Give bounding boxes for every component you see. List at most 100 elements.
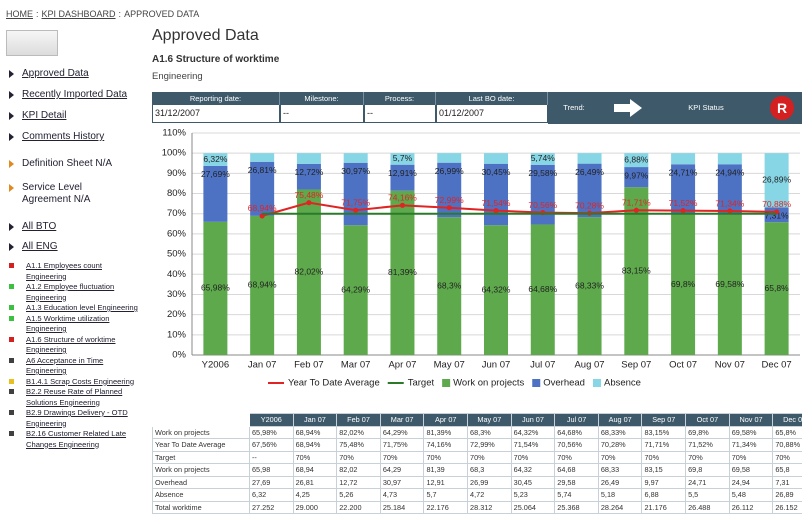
logo[interactable] (6, 30, 58, 56)
bar-segment (390, 164, 415, 191)
nav-link[interactable]: All BTO (6, 221, 144, 233)
cell: 6,88 (641, 488, 687, 502)
cell: 70% (510, 450, 556, 464)
column-header: Y2006 (249, 413, 294, 427)
info-label: Reporting date: (152, 92, 280, 105)
bar-segment (577, 153, 602, 164)
breadcrumb-item[interactable]: KPI DASHBOARD (41, 9, 116, 19)
line-data-label: 70,88% (762, 199, 791, 209)
y-tick-label: 100% (162, 148, 187, 159)
cell: 7,31 (772, 475, 802, 489)
bar-segment (764, 153, 789, 208)
cell: 69,58% (728, 425, 774, 439)
kpi-link[interactable]: A1.5 Worktime utilization Engineering (6, 314, 144, 335)
kpi-status: R (770, 96, 794, 120)
nav-marker (9, 91, 14, 99)
nav-link[interactable]: Comments History (6, 131, 144, 143)
cell: -- (249, 450, 294, 464)
kpi-link[interactable]: A1.6 Structure of worktime Engineering (6, 335, 144, 356)
legend-swatch (532, 379, 541, 387)
line-data-label: 74,16% (388, 193, 417, 203)
y-tick-label: 80% (167, 188, 187, 199)
bar-segment (577, 217, 602, 355)
cell: 70% (554, 450, 599, 464)
kpi-link[interactable]: A1.1 Employees count Engineering (6, 261, 144, 282)
data-label: 64,32% (482, 284, 511, 294)
cell: 26,81 (292, 475, 338, 489)
data-label: 6,32% (203, 154, 228, 164)
nav-link[interactable]: All ENG (6, 241, 144, 253)
kpi-status-square (9, 378, 14, 384)
nav-link[interactable]: Recently Imported Data (6, 89, 144, 101)
cell: 70% (685, 450, 730, 464)
legend-swatch (442, 379, 451, 387)
cell: 70% (423, 450, 469, 464)
info-field: Reporting date: 31/12/2007 (152, 92, 280, 124)
nav-link[interactable]: Definition Sheet N/A (6, 158, 144, 170)
info-field: Process: -- (364, 92, 436, 124)
cell: 68,94% (292, 438, 338, 452)
cell: 6,32 (249, 488, 294, 502)
kpi-status-label: KPI Status (656, 92, 756, 124)
data-label: 83,15% (622, 265, 651, 275)
breadcrumb: HOME: KPI DASHBOARD: APPROVED DATA (6, 9, 199, 19)
x-tick-label: Jul 07 (530, 360, 555, 371)
bar-segment (296, 163, 321, 190)
bar-segment (484, 153, 508, 164)
kpi-link[interactable]: B2.2 Reuse Rate of Planned Solutions Eng… (6, 387, 144, 408)
x-tick-label: May 07 (434, 360, 465, 371)
nav-link[interactable]: Service Level Agreement N/A (6, 182, 132, 206)
cell: 28.264 (597, 500, 643, 514)
cell: 71,71% (641, 438, 687, 452)
nav-text: Service Level Agreement N/A (22, 182, 91, 205)
data-label: 27,69% (201, 169, 230, 179)
data-label: 12,91% (388, 168, 417, 178)
cell: 74,16% (423, 438, 469, 452)
data-label: 26,89% (762, 175, 791, 185)
kpi-link[interactable]: A1.3 Education level Engineering (6, 303, 144, 314)
bar-segment (203, 153, 228, 166)
column-header: Sep 07 (641, 413, 687, 427)
x-tick-label: Nov 07 (715, 360, 745, 371)
table-corner (152, 413, 250, 427)
line-data-label: 70,28% (575, 200, 604, 210)
nav-text: KPI Detail (22, 110, 67, 121)
bar-segment (250, 153, 275, 162)
data-label: 65,8% (765, 283, 790, 293)
trend-box (600, 92, 656, 124)
kpi-link[interactable]: B2.16 Customer Related Late Changes Engi… (6, 429, 144, 450)
kpi-link[interactable]: A1.2 Employee fluctuation Engineering (6, 282, 144, 303)
line-data-label: 71,52% (669, 198, 698, 208)
cell: 21.176 (641, 500, 687, 514)
cell: 64,68 (554, 463, 599, 477)
y-tick-label: 110% (162, 128, 186, 139)
legend-label: Absence (604, 378, 641, 389)
cell: 5,5 (685, 488, 730, 502)
cell: 72,99% (467, 438, 512, 452)
cell: 25.064 (510, 500, 556, 514)
cell: 29,58 (554, 475, 599, 489)
nav-marker (9, 112, 14, 120)
cell: 70,88% (772, 438, 802, 452)
kpi-link[interactable]: A6 Acceptance in Time Engineering (6, 356, 144, 377)
x-tick-label: Y2006 (202, 360, 229, 371)
kpi-link[interactable]: B2.9 Drawings Delivery - OTD Engineering (6, 408, 144, 429)
y-tick-label: 40% (167, 269, 187, 280)
table-row: Total worktime 27.252 29.000 22.200 25.184 22… (152, 500, 802, 514)
nav-text: All ENG (22, 241, 58, 252)
legend-label: Overhead (543, 378, 585, 389)
info-value: 01/12/2007 (436, 105, 548, 123)
table-row: Year To Date Average 67,56% 68,94% 75,48% 71… (152, 438, 802, 452)
line-marker (446, 205, 452, 211)
row-label: Work on projects (152, 463, 250, 477)
trend-label: Trend: (548, 92, 600, 124)
breadcrumb-item[interactable]: HOME (6, 9, 33, 19)
nav-link[interactable]: KPI Detail (6, 110, 144, 122)
y-tick-label: 20% (167, 309, 187, 320)
kpi-text: B2.16 Customer Related Late Changes Engi… (26, 429, 127, 449)
line-data-label: 72,99% (435, 195, 464, 205)
kpi-text: A1.3 Education level Engineering (26, 303, 138, 312)
info-value: -- (364, 105, 436, 123)
nav-link[interactable]: Approved Data (6, 68, 144, 80)
kpi-link[interactable]: B1.4.1 Scrap Costs Engineering (6, 377, 144, 388)
